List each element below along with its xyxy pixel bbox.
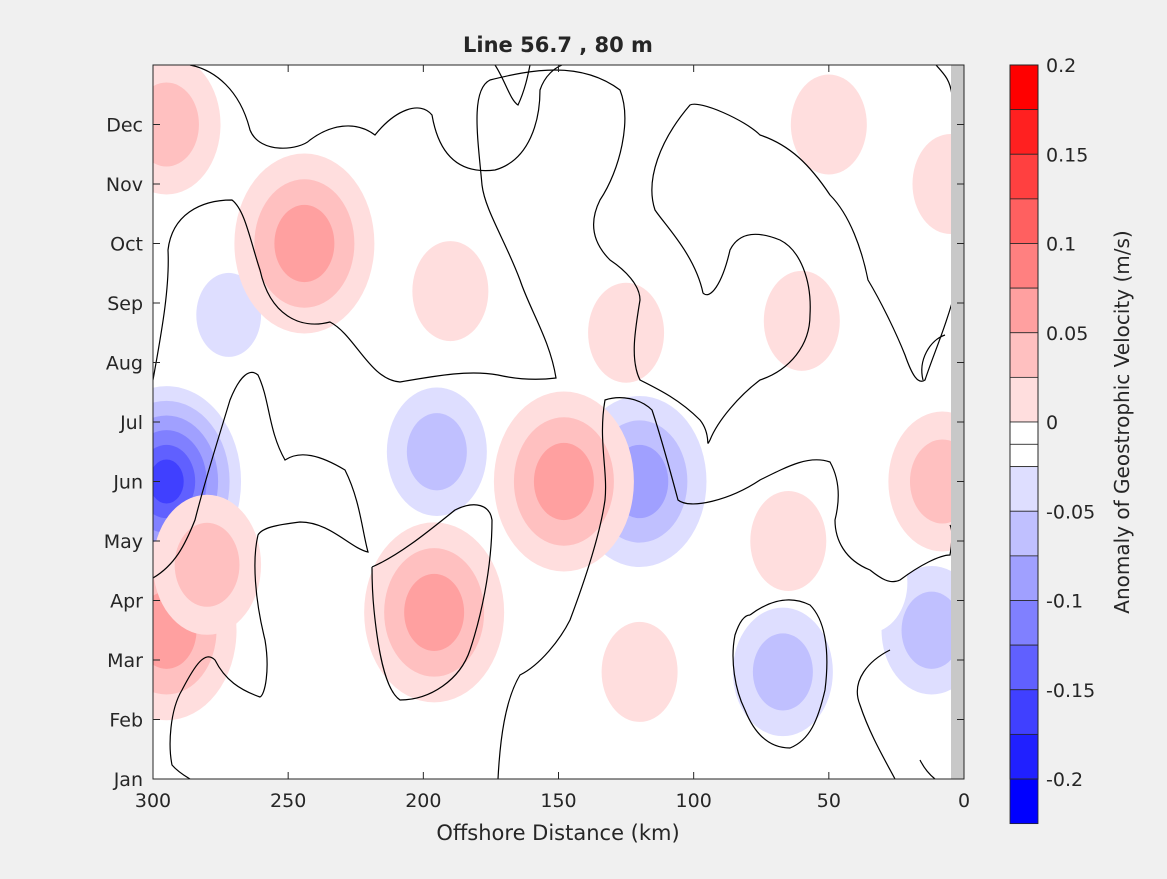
y-tick-label: Aug — [106, 353, 143, 375]
colorbar-tick-label: 0.15 — [1046, 144, 1088, 166]
colorbar-swatch — [1009, 600, 1039, 646]
colorbar-tick-label: -0.2 — [1046, 769, 1083, 791]
colorbar-tick-label: -0.15 — [1046, 680, 1095, 702]
x-tick-label: 150 — [540, 790, 576, 812]
x-tick-label: 300 — [135, 790, 171, 812]
colorbar-swatch — [1009, 466, 1039, 512]
anomaly-level — [153, 459, 184, 504]
colorbar-tick-label: -0.1 — [1046, 591, 1083, 613]
colorbar-tick-label: 0.1 — [1046, 234, 1076, 256]
colorbar-swatch — [1009, 153, 1039, 200]
anomaly-field — [153, 65, 964, 779]
anomaly-blob — [412, 699, 489, 779]
anomaly-level — [912, 134, 964, 234]
colorbar-tick-label: 0.05 — [1046, 323, 1088, 345]
x-tick-label: 100 — [676, 790, 712, 812]
y-axis: Jan Feb Mar Apr May Jun Jul Aug Sep Oct Nov Dec — [104, 115, 964, 791]
anomaly-level — [909, 439, 964, 524]
y-tick-label: Oct — [110, 234, 143, 256]
x-tick-label: 0 — [958, 790, 970, 812]
anomaly-blob — [912, 134, 964, 234]
anomaly-level — [901, 591, 962, 669]
colorbar-swatch — [1009, 332, 1039, 378]
colorbar-swatch — [1009, 287, 1039, 334]
anomaly-level — [174, 522, 240, 607]
anomaly-level — [196, 272, 262, 357]
y-tick-label: May — [104, 531, 143, 553]
anomaly-blob — [588, 282, 665, 383]
anomaly-blob — [750, 491, 827, 591]
colorbar-swatch — [1009, 510, 1039, 557]
colorbar-swatch — [1009, 555, 1039, 601]
colorbar-swatch — [1009, 689, 1039, 735]
x-axis-label: Offshore Distance (km) — [436, 821, 679, 845]
y-tick-label: Sep — [107, 293, 143, 315]
anomaly-level — [601, 621, 678, 722]
y-tick-label: Mar — [107, 650, 143, 672]
anomaly-blob — [364, 522, 505, 703]
x-tick-label: 250 — [270, 790, 306, 812]
colorbar-swatch — [1009, 733, 1039, 780]
anomaly-blob — [790, 74, 867, 175]
y-tick-label: Apr — [110, 591, 143, 613]
colorbar-tick-label: 0.2 — [1046, 55, 1076, 77]
colorbar-frame — [1009, 64, 1039, 780]
anomaly-level — [763, 270, 840, 371]
anomaly-blob — [763, 270, 840, 371]
anomaly-blob — [493, 391, 634, 572]
y-tick-label: Jan — [113, 769, 143, 791]
anomaly-level — [412, 699, 489, 779]
anomaly-level — [790, 74, 867, 175]
anomaly-level — [153, 82, 199, 167]
anomaly-blob — [153, 65, 221, 195]
colorbar-swatch — [1009, 644, 1039, 691]
colorbar: 0.2 0.15 0.1 0.05 0 -0.05 -0.1 -0.15 -0.2 — [1009, 55, 1095, 825]
colorbar-swatch — [1009, 64, 1039, 111]
anomaly-blob — [888, 411, 964, 552]
colorbar-swatch — [1009, 376, 1039, 423]
anomaly-level — [274, 204, 335, 283]
anomaly-blob — [366, 361, 507, 542]
x-tick-label: 50 — [817, 790, 841, 812]
y-tick-label: Nov — [106, 174, 143, 196]
y-tick-label: Feb — [109, 710, 143, 732]
colorbar-swatch — [1009, 778, 1039, 825]
y-tick-label: Dec — [106, 115, 143, 137]
anomaly-level — [406, 413, 467, 491]
anomaly-blob — [153, 494, 262, 635]
y-tick-label: Jun — [112, 472, 143, 494]
colorbar-swatch — [1009, 243, 1039, 289]
x-tick-label: 200 — [405, 790, 441, 812]
anomaly-level — [533, 442, 594, 521]
colorbar-swatch — [1009, 198, 1039, 244]
colorbar-tick-label: 0 — [1046, 412, 1058, 434]
chart-title: Line 56.7 , 80 m — [463, 33, 653, 57]
y-tick-label: Jul — [119, 412, 143, 434]
colorbar-swatch — [1009, 109, 1039, 155]
anomaly-level — [750, 491, 827, 591]
anomaly-level — [404, 573, 465, 651]
zero-contour-lines — [153, 65, 959, 779]
colorbar-label: Anomaly of Geostrophic Velocity (m/s) — [1110, 230, 1134, 613]
x-axis: 300 250 200 150 100 50 0 — [135, 65, 970, 812]
anomaly-level — [752, 633, 813, 711]
anomaly-blob — [234, 153, 375, 334]
anomaly-level — [588, 282, 665, 383]
colorbar-swatch — [1009, 421, 1039, 445]
anomaly-blob — [412, 241, 489, 342]
anomaly-blob — [601, 621, 678, 722]
colorbar-tick-label: -0.05 — [1046, 501, 1095, 523]
anomaly-level — [412, 241, 489, 342]
colorbar-swatch — [1009, 443, 1039, 468]
